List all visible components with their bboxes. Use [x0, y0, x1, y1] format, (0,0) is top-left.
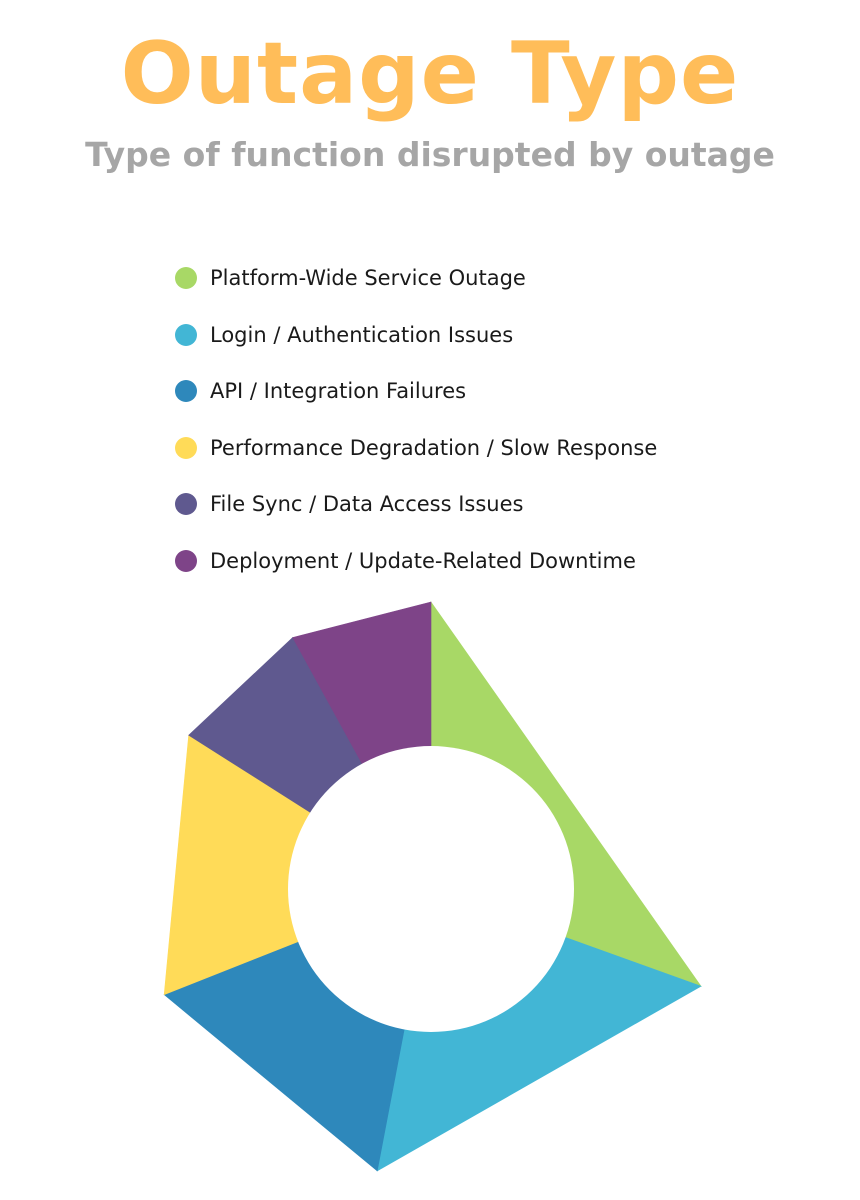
chart-title: Outage Type — [120, 24, 740, 124]
chart-legend: Platform-Wide Service Outage Login / Auth… — [175, 258, 775, 598]
legend-label: Login / Authentication Issues — [210, 322, 514, 347]
legend-item: Platform-Wide Service Outage — [175, 258, 775, 315]
legend-item: Performance Degradation / Slow Response — [175, 428, 775, 485]
legend-label: File Sync / Data Access Issues — [210, 492, 524, 517]
donut-hole — [288, 746, 574, 1032]
legend-item: API / Integration Failures — [175, 371, 775, 428]
legend-swatch — [175, 436, 197, 459]
legend-swatch — [175, 380, 197, 403]
legend-swatch — [175, 549, 197, 572]
legend-label: Platform-Wide Service Outage — [210, 266, 526, 290]
legend-item: Deployment / Update-Related Downtime — [175, 541, 775, 598]
legend-item: Login / Authentication Issues — [175, 315, 775, 372]
legend-label: API / Integration Failures — [210, 379, 467, 404]
legend-label: Performance Degradation / Slow Response — [210, 435, 658, 460]
legend-swatch — [175, 493, 197, 516]
legend-swatch — [175, 323, 197, 346]
legend-label: Deployment / Update-Related Downtime — [210, 548, 636, 573]
legend-swatch — [175, 267, 197, 289]
chart-subtitle: Type of function disrupted by outage — [85, 135, 775, 174]
legend-item: File Sync / Data Access Issues — [175, 484, 775, 541]
